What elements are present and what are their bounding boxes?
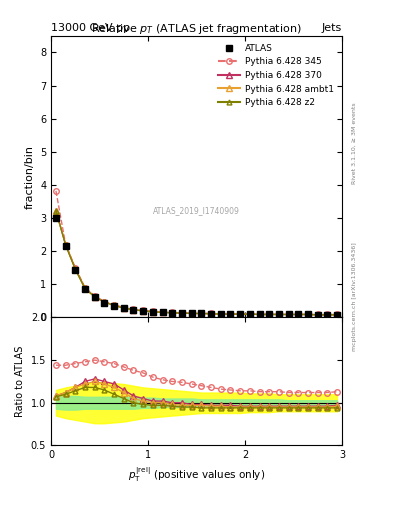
Text: Rivet 3.1.10, ≥ 3M events: Rivet 3.1.10, ≥ 3M events	[352, 102, 357, 184]
Text: Jets: Jets	[321, 23, 342, 33]
Text: ATLAS_2019_I1740909: ATLAS_2019_I1740909	[153, 206, 240, 215]
Y-axis label: Ratio to ATLAS: Ratio to ATLAS	[15, 346, 25, 417]
Legend: ATLAS, Pythia 6.428 345, Pythia 6.428 370, Pythia 6.428 ambt1, Pythia 6.428 z2: ATLAS, Pythia 6.428 345, Pythia 6.428 37…	[214, 40, 338, 111]
Title: Relative $p_T$ (ATLAS jet fragmentation): Relative $p_T$ (ATLAS jet fragmentation)	[91, 22, 302, 36]
Y-axis label: fraction/bin: fraction/bin	[24, 144, 35, 209]
Text: 13000 GeV pp: 13000 GeV pp	[51, 23, 130, 33]
Text: mcplots.cern.ch [arXiv:1306.3436]: mcplots.cern.ch [arXiv:1306.3436]	[352, 243, 357, 351]
X-axis label: $p_\mathrm{T}^{\mathrm{|rel|}}$ (positive values only): $p_\mathrm{T}^{\mathrm{|rel|}}$ (positiv…	[128, 466, 265, 484]
